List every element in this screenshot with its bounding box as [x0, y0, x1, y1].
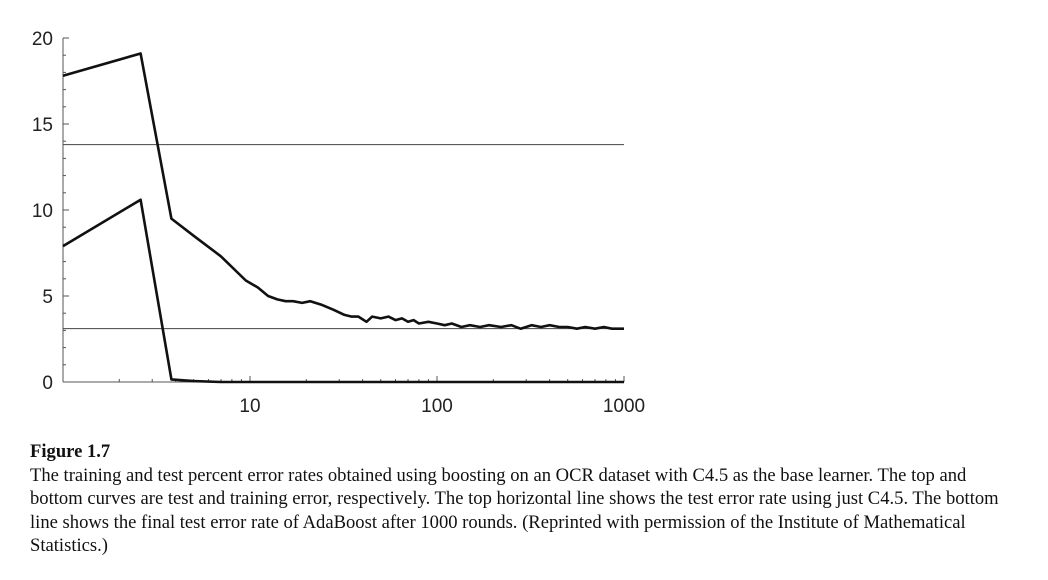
x-tick-label: 100	[421, 396, 453, 417]
series-lines	[62, 52, 624, 384]
y-tick-label: 5	[42, 287, 53, 308]
y-tick-label: 20	[32, 29, 53, 50]
x-tick-label: 1000	[603, 396, 645, 417]
error-rate-chart: 0 5 10 15 20 10 100 1000	[32, 29, 645, 417]
y-tick-label: 10	[32, 201, 53, 222]
caption-title: Figure 1.7	[30, 441, 111, 462]
test-error-line	[62, 52, 624, 331]
x-tick-label: 10	[239, 396, 260, 417]
caption-text: The training and test percent error rate…	[30, 464, 999, 557]
figure-caption: Figure 1.7 The training and test percent…	[30, 440, 1020, 558]
y-tick-label: 0	[42, 373, 53, 394]
training-error-line	[62, 198, 624, 384]
y-tick-label: 15	[32, 115, 53, 136]
tick-labels: 0 5 10 15 20 10 100 1000	[32, 29, 645, 417]
